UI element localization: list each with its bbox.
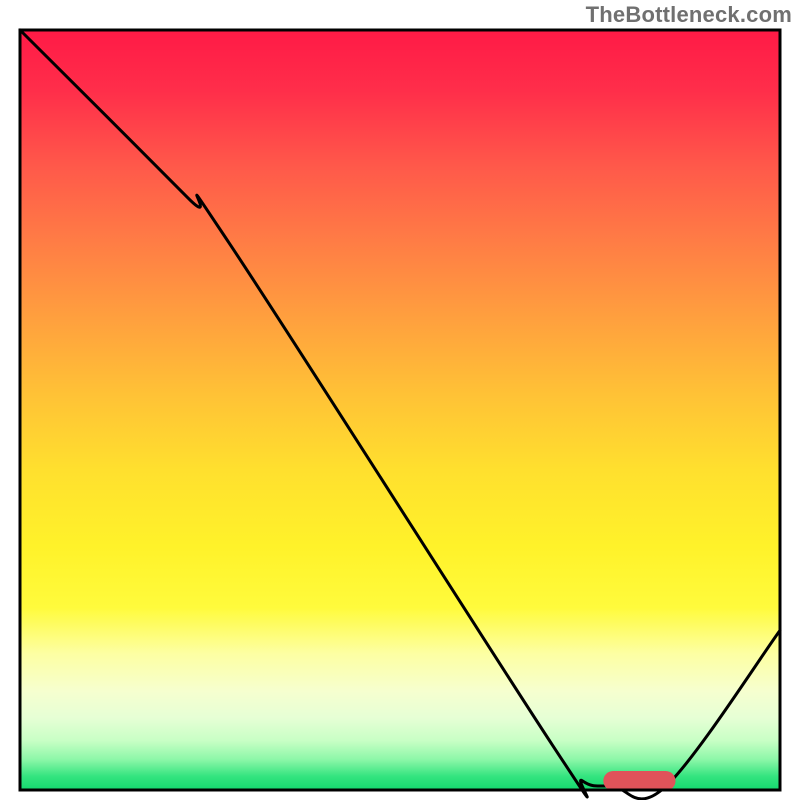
optimal-marker [603, 771, 675, 791]
bottleneck-chart [0, 0, 800, 800]
watermark-text: TheBottleneck.com [586, 2, 792, 28]
chart-container: TheBottleneck.com [0, 0, 800, 800]
